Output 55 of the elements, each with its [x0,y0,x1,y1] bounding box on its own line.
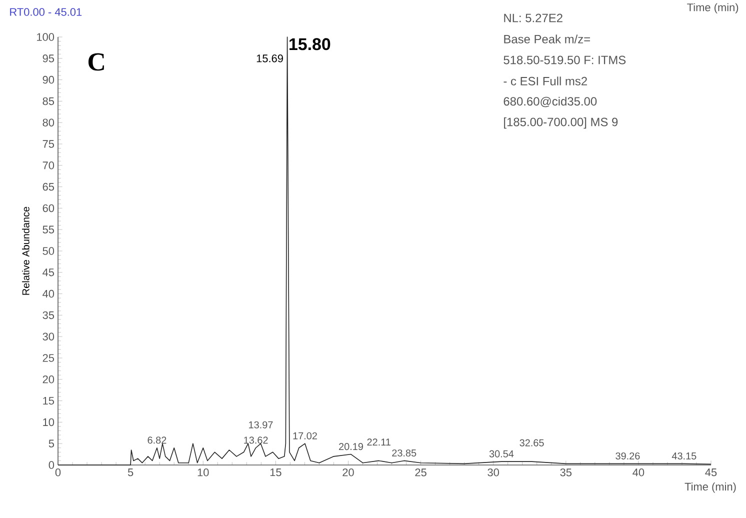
x-tick-label: 15 [270,468,282,476]
annotation: 6.82 [148,436,166,444]
x-tick-label: 45 [705,468,717,476]
y-tick-label: 0 [48,461,54,469]
y-tick-label: 55 [42,226,54,234]
y-axis-title: Relative Abundance [22,206,30,295]
x-tick-label: 20 [342,468,354,476]
annotation: 32.65 [520,439,544,446]
y-tick-label: 95 [42,54,54,62]
y-tick-label: 10 [43,418,54,426]
y-tick-label: 25 [42,354,54,362]
y-tick-label: 60 [42,204,54,212]
y-tick-label: 100 [37,33,54,41]
annotation: 680.60@cid35.00 [504,96,597,108]
y-tick-label: 70 [42,162,54,170]
annotation: 22.11 [367,438,390,446]
annotation: Base Peak m/z= [504,34,590,44]
y-tick-label: 75 [42,140,54,148]
annotation: 30.54 [489,450,514,458]
y-tick-label: 15 [43,396,54,405]
y-tick-label: 80 [42,118,54,126]
text: NL: 5.27E2 [504,14,562,22]
x-tick-label: 40 [632,468,644,476]
annotation: C [88,53,104,71]
annotation: 15.69 [256,54,283,62]
x-tick-label: 5 [128,468,134,476]
x-tick-label: 35 [560,468,572,476]
annotation: 20.19 [339,443,363,450]
annotation: 13.62 [244,436,268,444]
annotation: 17.02 [293,432,317,440]
y-tick-label: 90 [42,76,54,84]
y-tick-label: 65 [42,182,54,191]
x-tick-label: 25 [415,468,426,476]
y-tick-label: 5 [48,440,54,448]
y-tick-label: 45 [42,268,54,276]
x-tick-label: 10 [198,468,209,476]
annotation: - c ESI Full ms2 [504,76,587,86]
x-axis-title: Time (min) [684,482,736,493]
y-tick-label: 30 [42,332,54,340]
annotation: [185.00-700.00] MS 9 [504,117,618,129]
text: RT0.00 - 45.01 [10,8,82,16]
y-tick-label: 40 [42,290,54,298]
y-tick-label: 20 [42,376,54,384]
y-tick-label: 35 [42,311,54,320]
y-tick-label: 85 [42,97,54,106]
annotation: 15.80 [290,38,330,50]
annotation: 43.15 [672,452,696,460]
y-tick-label: 50 [42,247,54,255]
text: Time (min) [687,3,738,14]
annotation: 39.26 [616,452,640,460]
x-tick-label: 0 [55,468,61,476]
annotation: 23.85 [392,449,416,456]
annotation: 13.97 [249,421,273,428]
annotation: 518.50-519.50 F: ITMS [504,56,626,64]
x-tick-label: 30 [488,468,499,476]
